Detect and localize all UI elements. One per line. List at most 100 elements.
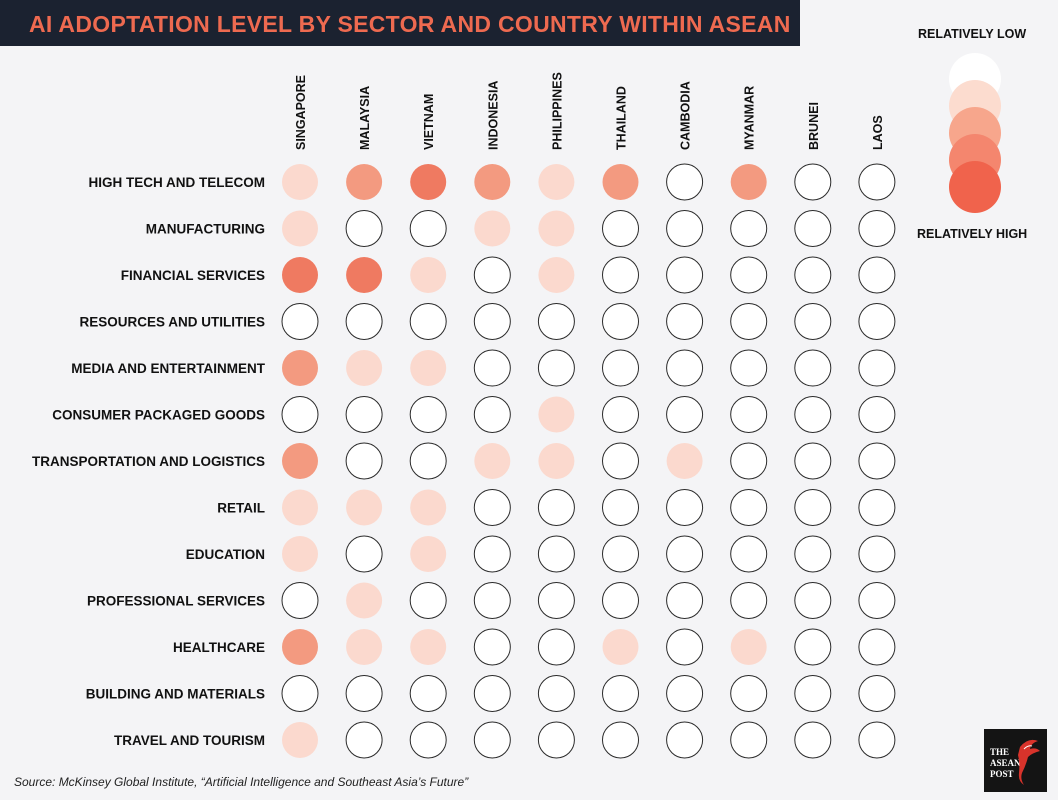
cell-education-vietnam [410, 536, 447, 572]
chart-title: AI ADOPTATION LEVEL BY SECTOR AND COUNTR… [29, 11, 791, 37]
row-label-high-tech-and-telecom: HIGH TECH AND TELECOM [89, 175, 266, 190]
cell-professional-services-indonesia [473, 582, 511, 619]
row-label-financial-services: FINANCIAL SERVICES [121, 268, 265, 283]
row-label-healthcare: HEALTHCARE [173, 640, 265, 655]
cell-resources-and-utilities-cambodia [666, 303, 704, 340]
cell-resources-and-utilities-vietnam [409, 303, 447, 340]
cell-financial-services-laos [858, 256, 896, 294]
cell-healthcare-philippines [537, 628, 575, 666]
cell-transportation-and-logistics-thailand [602, 442, 639, 480]
legend-circle-5 [949, 161, 1001, 213]
cell-travel-and-tourism-philippines [537, 721, 575, 759]
cell-financial-services-philippines [538, 257, 575, 293]
cell-high-tech-and-telecom-singapore [282, 164, 318, 200]
column-label-vietnam: VIETNAM [422, 94, 436, 150]
cell-healthcare-singapore [282, 629, 318, 665]
column-label-philippines: PHILIPPINES [550, 72, 564, 150]
logo-line-2: ASEAN [990, 758, 1021, 768]
row-label-building-and-materials: BUILDING AND MATERIALS [86, 687, 265, 702]
cell-resources-and-utilities-singapore [281, 303, 319, 340]
cell-professional-services-malaysia [346, 582, 383, 619]
cell-healthcare-thailand [602, 629, 639, 665]
cell-healthcare-myanmar [730, 629, 767, 665]
cell-retail-myanmar [730, 489, 768, 526]
cell-consumer-packaged-goods-laos [858, 396, 896, 433]
cell-travel-and-tourism-indonesia [473, 721, 511, 759]
cell-high-tech-and-telecom-malaysia [346, 164, 383, 200]
cell-transportation-and-logistics-brunei [794, 442, 832, 480]
cell-high-tech-and-telecom-cambodia [666, 163, 704, 201]
cell-transportation-and-logistics-laos [858, 442, 896, 480]
cell-retail-philippines [537, 489, 575, 526]
cell-retail-laos [858, 489, 896, 526]
cell-travel-and-tourism-vietnam [409, 721, 447, 759]
cell-consumer-packaged-goods-thailand [602, 396, 639, 433]
cell-retail-cambodia [666, 489, 704, 526]
cell-healthcare-brunei [794, 628, 832, 666]
cell-media-and-entertainment-brunei [794, 349, 832, 387]
row-label-professional-services: PROFESSIONAL SERVICES [87, 594, 265, 609]
logo-line-1: THE [990, 747, 1010, 757]
cell-consumer-packaged-goods-singapore [281, 396, 319, 433]
cell-retail-brunei [794, 489, 832, 526]
cell-resources-and-utilities-thailand [602, 303, 639, 340]
cell-education-laos [858, 535, 896, 573]
cell-transportation-and-logistics-cambodia [666, 443, 703, 479]
cell-building-and-materials-cambodia [666, 675, 704, 712]
cell-healthcare-vietnam [410, 629, 447, 665]
row-label-media-and-entertainment: MEDIA AND ENTERTAINMENT [71, 361, 265, 376]
legend-low-label: RELATIVELY LOW [918, 27, 1027, 41]
cell-high-tech-and-telecom-indonesia [474, 164, 511, 200]
cell-education-indonesia [473, 535, 511, 573]
cell-education-cambodia [666, 535, 704, 573]
cell-consumer-packaged-goods-vietnam [409, 396, 447, 433]
cell-media-and-entertainment-vietnam [410, 350, 447, 386]
cell-building-and-materials-myanmar [730, 675, 768, 712]
cell-financial-services-myanmar [730, 256, 768, 294]
cell-professional-services-singapore [281, 582, 319, 619]
cell-media-and-entertainment-malaysia [346, 350, 383, 386]
cell-financial-services-singapore [282, 257, 318, 293]
cell-resources-and-utilities-indonesia [473, 303, 511, 340]
cell-financial-services-malaysia [346, 257, 383, 293]
cell-resources-and-utilities-laos [858, 303, 896, 340]
logo-line-3: POST [990, 769, 1014, 779]
column-label-brunei: BRUNEI [807, 102, 821, 150]
cell-retail-thailand [602, 489, 639, 526]
cell-travel-and-tourism-singapore [282, 722, 318, 758]
source-note: Source: McKinsey Global Institute, “Arti… [14, 775, 469, 789]
column-label-myanmar: MYANMAR [743, 86, 757, 150]
cell-retail-vietnam [410, 489, 447, 526]
row-label-travel-and-tourism: TRAVEL AND TOURISM [114, 733, 265, 748]
cell-media-and-entertainment-laos [858, 349, 896, 387]
cell-professional-services-myanmar [730, 582, 768, 619]
cell-education-malaysia [345, 535, 383, 573]
cell-manufacturing-thailand [602, 210, 639, 247]
cell-media-and-entertainment-philippines [537, 349, 575, 387]
cell-healthcare-malaysia [346, 629, 383, 665]
column-label-laos: LAOS [871, 115, 885, 150]
cell-building-and-materials-vietnam [409, 675, 447, 712]
cell-retail-singapore [282, 489, 318, 526]
cell-travel-and-tourism-cambodia [666, 721, 704, 759]
cell-consumer-packaged-goods-brunei [794, 396, 832, 433]
cell-high-tech-and-telecom-thailand [602, 164, 639, 200]
column-label-thailand: THAILAND [615, 86, 629, 150]
cell-transportation-and-logistics-vietnam [409, 442, 447, 480]
cell-media-and-entertainment-indonesia [473, 349, 511, 387]
column-label-singapore: SINGAPORE [294, 75, 308, 150]
cell-financial-services-cambodia [666, 256, 704, 294]
cell-building-and-materials-malaysia [345, 675, 383, 712]
row-label-consumer-packaged-goods: CONSUMER PACKAGED GOODS [52, 408, 265, 423]
cell-consumer-packaged-goods-malaysia [345, 396, 383, 433]
cell-transportation-and-logistics-indonesia [474, 443, 511, 479]
cell-financial-services-brunei [794, 256, 832, 294]
row-label-manufacturing: MANUFACTURING [146, 222, 265, 237]
cell-professional-services-brunei [794, 582, 832, 619]
cell-education-brunei [794, 535, 832, 573]
cell-transportation-and-logistics-malaysia [345, 442, 383, 480]
cell-retail-indonesia [473, 489, 511, 526]
cell-financial-services-indonesia [473, 256, 511, 294]
cell-manufacturing-cambodia [666, 210, 704, 247]
